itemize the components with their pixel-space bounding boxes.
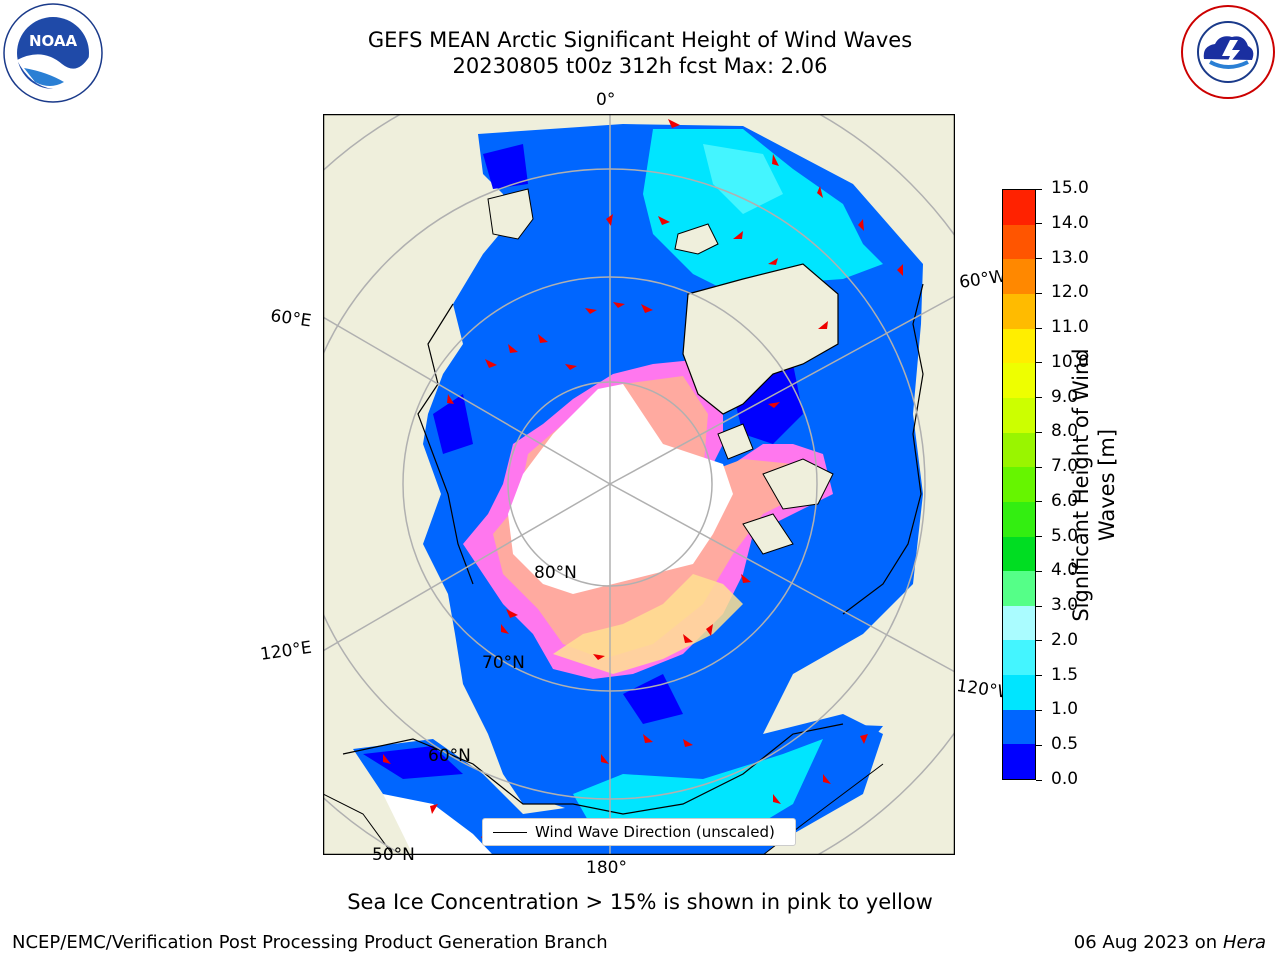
colorbar-tick-mark [1036, 501, 1042, 503]
colorbar-label-line2: Waves [m] [1095, 428, 1119, 542]
colorbar-tick-label: 1.5 [1051, 664, 1079, 685]
colorbar-tick-mark [1036, 640, 1042, 642]
colorbar-tick-label: 0.5 [1051, 734, 1079, 755]
colorbar-segment [1003, 363, 1035, 398]
outside-domain [383, 794, 493, 855]
label-lon60e: 60°E [269, 306, 313, 332]
colorbar-tick-label: 4.0 [1051, 560, 1079, 581]
colorbar-segment [1003, 605, 1035, 641]
noaa-logo: NOAA [2, 2, 104, 104]
colorbar-tick-mark [1036, 292, 1042, 294]
colorbar-tick-mark [1036, 397, 1042, 399]
colorbar-tick-mark [1036, 709, 1042, 711]
colorbar-tick-label: 9.0 [1051, 386, 1079, 407]
label-lon120e: 120°E [259, 637, 313, 665]
colorbar-tick-mark [1036, 327, 1042, 329]
colorbar-tick-mark [1036, 570, 1042, 572]
colorbar-segment [1003, 675, 1035, 710]
colorbar-tick-mark [1036, 675, 1042, 677]
north-pacific-cyan [573, 739, 823, 839]
colorbar-tick-label: 11.0 [1051, 317, 1089, 338]
legend-label: Wind Wave Direction (unscaled) [535, 823, 775, 841]
colorbar-segment [1003, 190, 1035, 225]
nws-logo [1180, 4, 1276, 100]
colorbar [1002, 189, 1036, 780]
footer-machine: Hera [1222, 932, 1266, 953]
colorbar-tick-label: 6.0 [1051, 490, 1079, 511]
colorbar-tick-label: 2.0 [1051, 629, 1079, 650]
colorbar-tick-label: 10.0 [1051, 351, 1089, 372]
svg-text:NOAA: NOAA [29, 32, 78, 50]
colorbar-segment [1003, 501, 1035, 537]
wind-wave-arrows [383, 119, 903, 844]
colorbar-segment [1003, 328, 1035, 364]
colorbar-segment [1003, 294, 1035, 329]
colorbar-segment [1003, 467, 1035, 502]
colorbar-tick-mark [1036, 466, 1042, 468]
colorbar-tick-mark [1036, 605, 1042, 607]
colorbar-tick-label: 8.0 [1051, 421, 1079, 442]
legend-line-sample [493, 831, 527, 833]
footer-right: 06 Aug 2023 on Hera [1074, 932, 1266, 953]
map-legend: Wind Wave Direction (unscaled) [482, 818, 796, 846]
colorbar-tick-mark [1036, 362, 1042, 364]
colorbar-tick-label: 13.0 [1051, 247, 1089, 268]
polar-map [322, 113, 956, 856]
colorbar-segment [1003, 709, 1035, 745]
chart-title: GEFS MEAN Arctic Significant Height of W… [367, 28, 913, 52]
colorbar-tick-label: 1.0 [1051, 699, 1079, 720]
canadian-islands [717, 423, 834, 555]
colorbar-tick-mark [1036, 744, 1042, 746]
colorbar-tick-mark [1036, 258, 1042, 260]
colorbar-tick-label: 5.0 [1051, 525, 1079, 546]
map-frame [322, 113, 956, 856]
footer-date: 06 Aug 2023 on [1073, 932, 1218, 953]
svalbard [674, 223, 719, 255]
colorbar-segment [1003, 744, 1035, 779]
colorbar-segment [1003, 640, 1035, 676]
sea-ice-caption: Sea Ice Concentration > 15% is shown in … [347, 890, 933, 914]
label-lat80: 80°N [534, 563, 577, 583]
sea-ice-yellow [553, 574, 743, 674]
colorbar-label-line1: Significant Height of Wind [1069, 348, 1093, 622]
label-lat60: 60°N [428, 746, 471, 766]
chart-subtitle: 20230805 t00z 312h fcst Max: 2.06 [452, 54, 828, 78]
colorbar-segment [1003, 536, 1035, 572]
footer-left: NCEP/EMC/Verification Post Processing Pr… [12, 932, 608, 953]
colorbar-ticks: 0.0 0.5 1.0 1.5 2.0 3.0 4.0 5.0 6.0 7.0 8.0 9.0 10.0… [1036, 178, 1096, 789]
colorbar-tick-label: 12.0 [1051, 282, 1089, 303]
label-lon180: 180° [586, 858, 627, 878]
colorbar-tick-mark [1036, 223, 1042, 225]
colorbar-tick-label: 0.0 [1051, 769, 1079, 789]
scandinavia [487, 188, 534, 240]
colorbar-tick-label: 15.0 [1051, 178, 1089, 198]
siberia-coast [417, 303, 474, 585]
colorbar-tick-label: 7.0 [1051, 456, 1079, 477]
map-canvas [322, 113, 956, 856]
label-lat70: 70°N [482, 653, 525, 673]
colorbar-tick-mark [1036, 779, 1042, 781]
colorbar-tick-mark [1036, 431, 1042, 433]
colorbar-segment [1003, 259, 1035, 295]
label-lon0: 0° [596, 90, 616, 110]
colorbar-tick-mark [1036, 536, 1042, 538]
colorbar-segment [1003, 397, 1035, 433]
colorbar-segment [1003, 571, 1035, 606]
alaska-coast [842, 283, 924, 615]
colorbar-segment [1003, 432, 1035, 468]
cyan-patch [703, 144, 783, 214]
colorbar-tick-mark [1036, 188, 1042, 190]
label-lon60w: 60°W [958, 266, 1008, 293]
label-lat50: 50°N [372, 845, 415, 865]
colorbar-tick-label: 3.0 [1051, 595, 1079, 616]
colorbar-tick-label: 14.0 [1051, 212, 1089, 233]
colorbar-segment [1003, 224, 1035, 260]
greenland [682, 263, 839, 415]
